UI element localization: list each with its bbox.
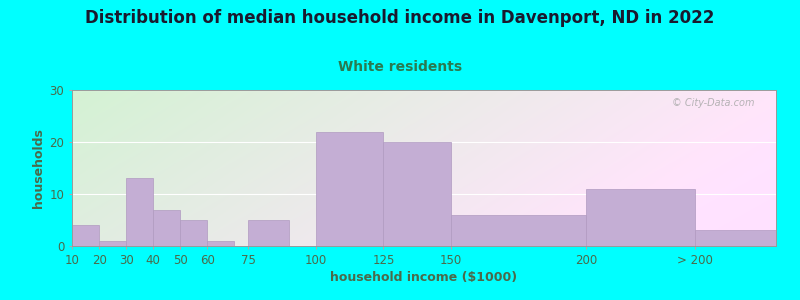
Text: White residents: White residents	[338, 60, 462, 74]
Bar	[207, 241, 234, 246]
Bar	[180, 220, 207, 246]
Y-axis label: households: households	[32, 128, 46, 208]
Bar	[72, 225, 99, 246]
Bar	[383, 142, 451, 246]
Bar	[694, 230, 776, 246]
Bar	[154, 210, 180, 246]
Bar	[248, 220, 289, 246]
X-axis label: household income ($1000): household income ($1000)	[330, 271, 518, 284]
Bar	[451, 215, 586, 246]
Bar	[316, 132, 383, 246]
Text: © City-Data.com: © City-Data.com	[672, 98, 755, 108]
Bar	[586, 189, 694, 246]
Text: Distribution of median household income in Davenport, ND in 2022: Distribution of median household income …	[86, 9, 714, 27]
Bar	[99, 241, 126, 246]
Bar	[126, 178, 154, 246]
